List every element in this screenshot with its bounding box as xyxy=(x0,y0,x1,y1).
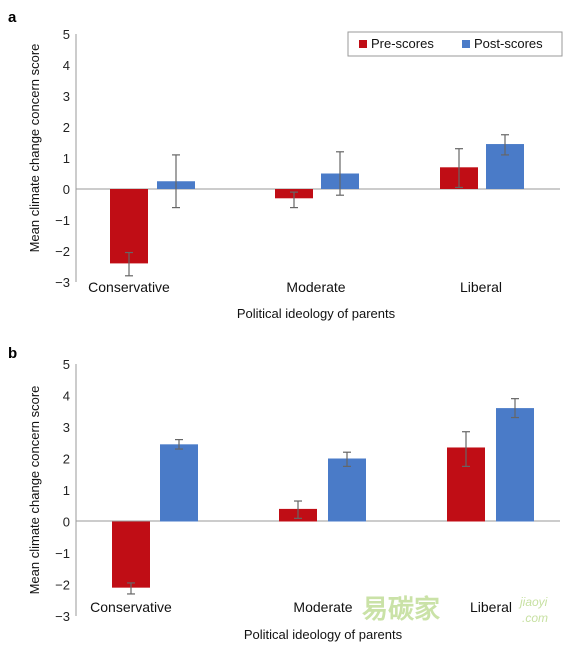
y-tick-label: 3 xyxy=(63,89,70,104)
panel-b: b Mean climate change concern score 5 4 3 2… xyxy=(8,345,560,642)
panel-b-category-label: Moderate xyxy=(293,599,352,615)
panel-a-x-axis-label: Political ideology of parents xyxy=(237,306,396,321)
panel-b-error-bar xyxy=(462,431,470,467)
y-tick-label: 3 xyxy=(63,420,70,435)
panel-b-error-bar xyxy=(511,398,519,419)
panel-a-error-bar xyxy=(125,251,133,277)
legend-label-pre: Pre-scores xyxy=(371,36,434,51)
panel-b-y-axis-label: Mean climate change concern score xyxy=(27,386,42,595)
panel-b-error-bar xyxy=(343,451,351,467)
panel-b-label: b xyxy=(8,345,17,362)
watermark-subtext: jiaoyi xyxy=(518,595,548,609)
panel-a: a Mean climate change concern score 5 4 3 2… xyxy=(8,9,563,321)
panel-a-error-bar xyxy=(336,151,344,196)
panel-a-y-ticks: 5 4 3 2 1 0 −1 −2 −3 xyxy=(55,27,70,290)
legend: Pre-scores Post-scores xyxy=(347,31,563,57)
panel-b-error-bar xyxy=(175,439,183,450)
panel-a-error-bar xyxy=(290,191,298,209)
panel-a-error-bar xyxy=(455,148,463,189)
legend-swatch-pre xyxy=(359,40,367,48)
y-tick-label: 2 xyxy=(63,120,70,135)
legend-frame xyxy=(347,31,563,57)
legend-label-post: Post-scores xyxy=(474,36,543,51)
panel-b-bar-post xyxy=(160,444,198,522)
panel-a-error-bars xyxy=(125,134,509,277)
legend-swatch-post xyxy=(462,40,470,48)
panel-b-bar-post xyxy=(328,458,366,522)
panel-b-error-bar xyxy=(127,582,135,595)
panel-b-bars xyxy=(112,408,534,588)
panel-b-x-axis-label: Political ideology of parents xyxy=(244,627,403,642)
y-tick-label: −1 xyxy=(55,213,70,228)
y-tick-label: −3 xyxy=(55,609,70,624)
y-tick-label: 2 xyxy=(63,452,70,467)
y-tick-label: 4 xyxy=(63,389,70,404)
panel-a-label: a xyxy=(8,9,17,26)
panel-a-category-label: Liberal xyxy=(460,279,502,295)
panel-a-bar-pre xyxy=(110,189,148,264)
y-tick-label: 0 xyxy=(63,182,70,197)
panel-b-error-bar xyxy=(294,500,302,519)
watermark-text: 易碳家 xyxy=(362,594,440,624)
y-tick-label: 5 xyxy=(63,357,70,372)
panel-a-error-bar xyxy=(501,134,509,156)
panel-b-error-bars xyxy=(127,398,519,595)
panel-b-y-ticks: 5 4 3 2 1 0 −1 −2 −3 xyxy=(55,357,70,624)
y-tick-label: 1 xyxy=(63,483,70,498)
panel-a-bars xyxy=(110,144,524,264)
watermark-domain: .com xyxy=(522,611,548,625)
panel-a-error-bar xyxy=(172,154,180,209)
panel-b-category-label: Liberal xyxy=(470,599,512,615)
y-tick-label: 0 xyxy=(63,515,70,530)
panel-b-bar-pre xyxy=(112,521,150,588)
y-tick-label: −2 xyxy=(55,578,70,593)
y-tick-label: 5 xyxy=(63,27,70,42)
panel-a-category-label: Moderate xyxy=(286,279,345,295)
panel-a-category-label: Conservative xyxy=(88,279,170,295)
watermark: 易碳家 jiaoyi .com xyxy=(362,594,548,625)
panel-a-y-axis-label: Mean climate change concern score xyxy=(27,44,42,253)
y-tick-label: 1 xyxy=(63,151,70,166)
y-tick-label: 4 xyxy=(63,58,70,73)
y-tick-label: −1 xyxy=(55,546,70,561)
panel-b-category-label: Conservative xyxy=(90,599,172,615)
y-tick-label: −2 xyxy=(55,244,70,259)
y-tick-label: −3 xyxy=(55,275,70,290)
panel-b-bar-post xyxy=(496,408,534,522)
